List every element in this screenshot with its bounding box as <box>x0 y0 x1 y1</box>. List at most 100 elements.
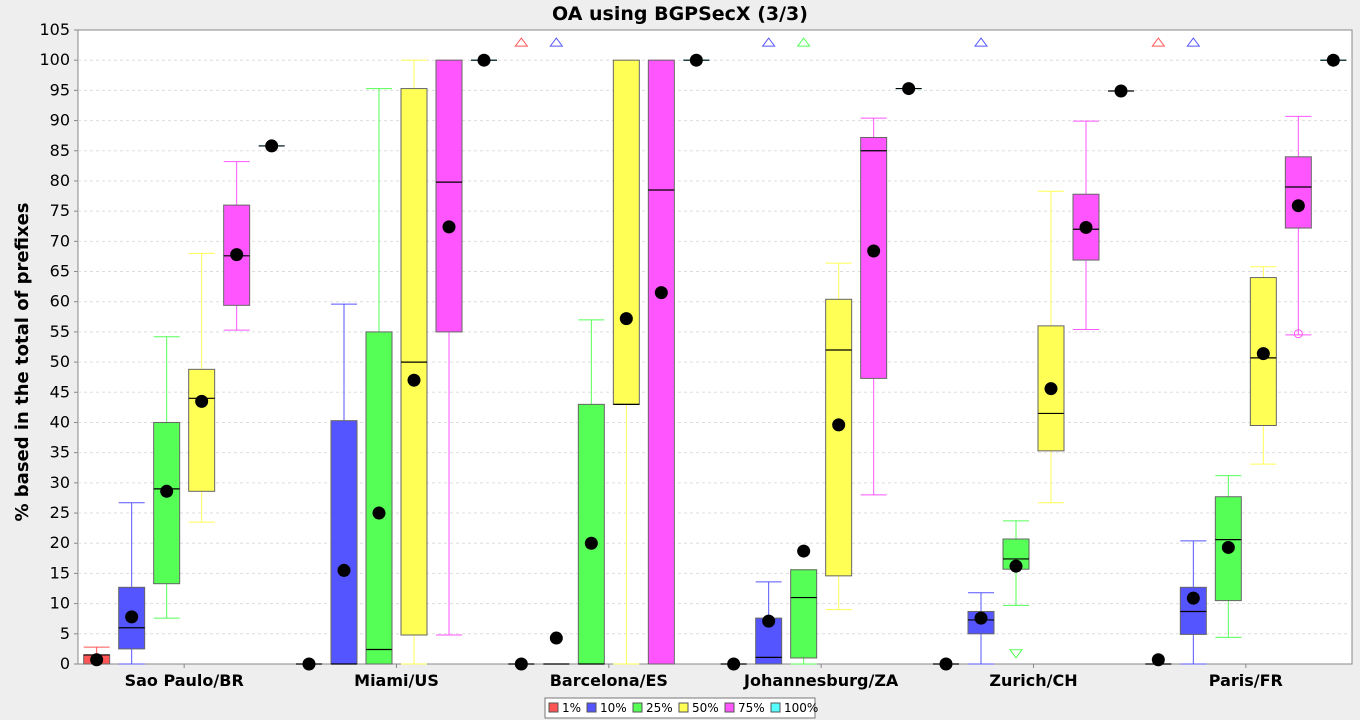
box-10pct-0 <box>118 502 146 665</box>
box-1pct-2 <box>508 37 535 671</box>
mean-marker <box>90 653 104 667</box>
y-tick-label: 5 <box>60 624 70 643</box>
mean-marker <box>442 220 456 234</box>
box-10pct-1 <box>330 303 358 665</box>
box-100pct-3 <box>895 82 922 96</box>
box-100pct-1 <box>471 53 497 67</box>
mean-marker <box>1151 653 1165 667</box>
box-body <box>790 569 818 659</box>
y-tick-label: 70 <box>50 231 70 250</box>
box-25pct-5 <box>1214 475 1242 638</box>
mean-marker <box>1326 53 1340 67</box>
x-tick-label: Barcelona/ES <box>550 671 668 690</box>
box-1pct-3 <box>720 657 747 671</box>
box-50pct-4 <box>1037 190 1065 504</box>
box-10pct-2 <box>543 37 570 665</box>
y-tick-label: 40 <box>50 412 70 431</box>
y-tick-label: 75 <box>50 201 70 220</box>
mean-marker <box>619 312 633 326</box>
box-10pct-5 <box>1179 37 1207 665</box>
box-10pct-3 <box>755 37 783 665</box>
mean-marker <box>1291 199 1305 213</box>
outlier-marker-above <box>974 37 988 47</box>
y-tick-label: 45 <box>50 382 70 401</box>
legend-swatch <box>548 702 559 713</box>
box-10pct-4 <box>967 37 995 665</box>
box-body <box>365 331 393 665</box>
mean-marker <box>1221 540 1235 554</box>
mean-marker <box>125 610 139 624</box>
box-25pct-1 <box>365 88 393 665</box>
mean-marker <box>407 373 421 387</box>
outlier-marker <box>1293 329 1303 339</box>
y-tick-label: 55 <box>50 322 70 341</box>
legend-swatch <box>770 702 781 713</box>
y-tick-label: 80 <box>50 171 70 190</box>
box-body <box>435 59 463 333</box>
box-50pct-3 <box>825 262 853 611</box>
mean-marker <box>832 418 846 432</box>
box-body <box>612 59 640 405</box>
box-50pct-0 <box>188 252 216 523</box>
x-tick-label: Zurich/CH <box>989 671 1077 690</box>
mean-marker <box>584 536 598 550</box>
box-1pct-5 <box>1145 37 1172 667</box>
mean-marker <box>689 53 703 67</box>
box-100pct-0 <box>258 139 285 153</box>
y-tick-label: 30 <box>50 473 70 492</box>
legend-swatch <box>632 702 643 713</box>
x-tick-label: Miami/US <box>354 671 439 690</box>
mean-marker <box>867 244 881 258</box>
outlier-marker-above <box>761 37 776 47</box>
box-50pct-2 <box>612 59 640 665</box>
box-body <box>153 421 181 585</box>
legend-entry: 10% <box>600 701 627 715</box>
mean-marker <box>1044 382 1058 396</box>
mean-marker <box>1009 559 1023 573</box>
legend-entry: 50% <box>692 701 719 715</box>
box-75pct-3 <box>860 117 888 496</box>
mean-marker <box>797 544 811 558</box>
y-tick-label: 50 <box>50 352 70 371</box>
outlier-marker-above <box>1151 37 1166 47</box>
mean-marker <box>195 394 209 408</box>
y-tick-label: 100 <box>39 50 70 69</box>
x-tick-label: Johannesburg/ZA <box>743 671 899 690</box>
mean-marker <box>337 563 351 577</box>
x-axis-categories: Sao Paulo/BR Miami/US Barcelona/ES Johannes… <box>125 664 1283 690</box>
box-50pct-5 <box>1249 266 1277 465</box>
x-tick-label: Sao Paulo/BR <box>125 671 244 690</box>
box-25pct-2 <box>577 319 605 665</box>
box-100pct-2 <box>683 53 710 67</box>
box-100pct-4 <box>1108 84 1134 98</box>
mean-marker <box>1114 84 1128 98</box>
y-tick-label: 85 <box>50 141 70 160</box>
y-tick-label: 0 <box>60 654 70 673</box>
legend-swatch <box>678 702 689 713</box>
box-body <box>825 298 853 577</box>
box-body <box>577 403 605 665</box>
mean-marker <box>477 53 491 67</box>
mean-marker <box>514 657 528 671</box>
plot-area <box>77 29 1353 665</box>
box-1pct-0 <box>83 646 111 667</box>
grid-lines <box>78 59 1352 635</box>
chart-title: OA using BGPSecX (3/3) <box>552 3 808 25</box>
mean-marker <box>265 139 279 153</box>
box-75pct-2 <box>647 59 675 665</box>
box-series <box>83 37 1347 671</box>
y-tick-label: 20 <box>50 533 70 552</box>
x-tick-label: Paris/FR <box>1209 671 1283 690</box>
box-100pct-5 <box>1320 53 1347 67</box>
mean-marker <box>1079 220 1093 234</box>
mean-marker <box>654 286 668 300</box>
legend: 1% 10% 25% 50% 75% 100% <box>544 697 818 719</box>
legend-swatch <box>724 702 735 713</box>
mean-marker <box>549 631 563 645</box>
y-axis-label: % based in the total of prefixes <box>12 202 33 521</box>
outlier-marker-above <box>796 37 811 47</box>
box-body <box>1284 156 1312 229</box>
outlier-marker-above <box>1186 37 1201 47</box>
y-tick-label: 65 <box>50 262 70 281</box>
